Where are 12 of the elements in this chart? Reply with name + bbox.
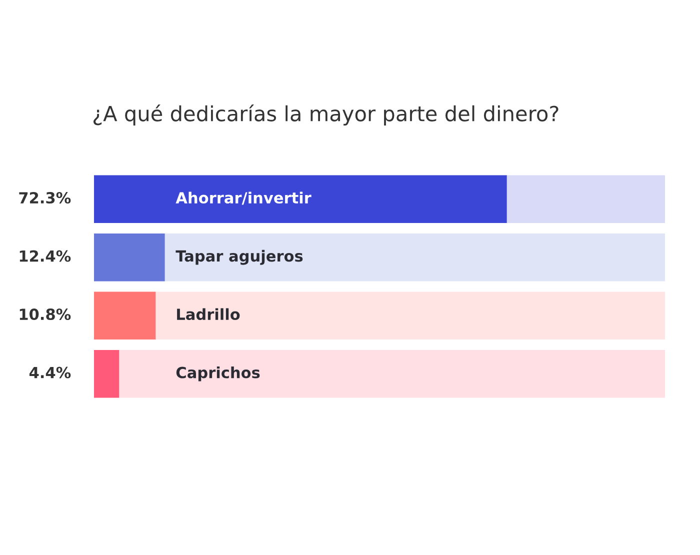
data-label: 4.4% [29, 366, 71, 378]
chart-title: ¿A qué dedicarías la mayor parte del dinero? [93, 104, 558, 126]
data-label: 12.4% [20, 250, 71, 262]
y-tick-label: Tapar agujeros [176, 250, 303, 265]
bar [94, 292, 156, 340]
bar [94, 350, 120, 398]
bar [94, 233, 165, 282]
y-tick-label: Ladrillo [177, 308, 240, 320]
y-tick-label: Ahorrar/invertir [176, 192, 312, 205]
data-label: 10.8% [20, 308, 71, 320]
y-tick-label: Caprichos [176, 366, 260, 382]
data-label: 72.3% [19, 192, 71, 204]
